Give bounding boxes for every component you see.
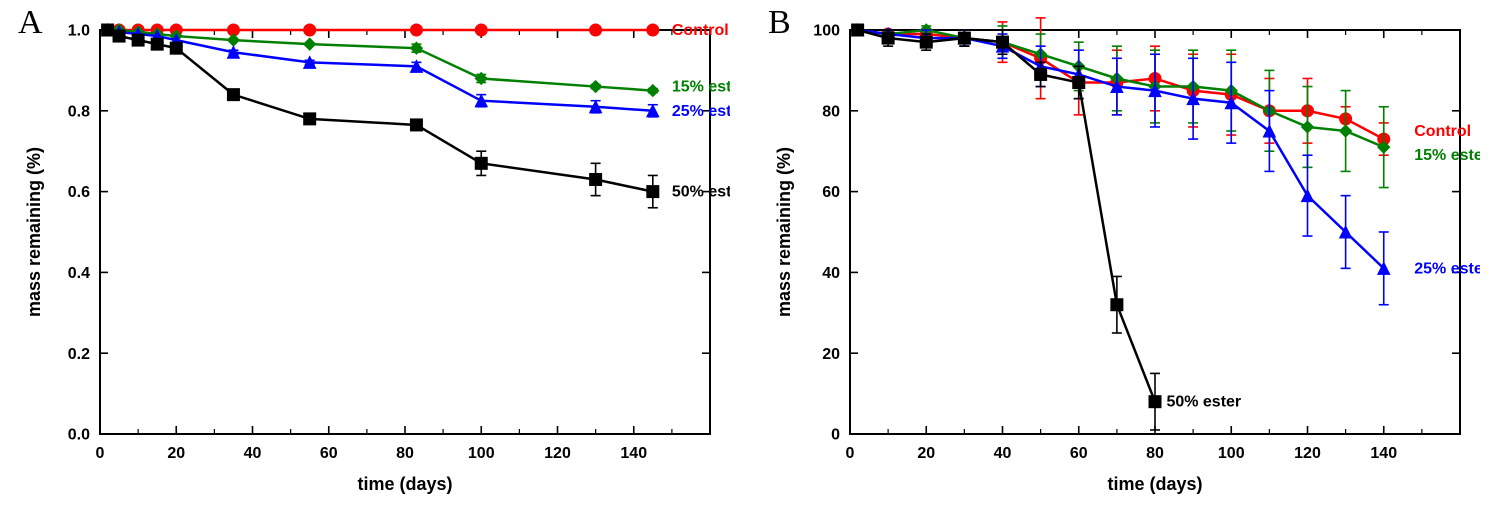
series-label-25%-ester: 25% ester <box>1414 260 1480 277</box>
svg-text:mass remaining (%): mass remaining (%) <box>24 147 44 317</box>
series-label-15%-ester: 15% ester <box>672 79 730 96</box>
svg-text:120: 120 <box>544 445 571 462</box>
svg-text:20: 20 <box>822 346 840 363</box>
svg-text:40: 40 <box>244 445 262 462</box>
panel-a: A 0 20 40 60 80 100 120 140 0.0 0.2 0.4 0.6 0.8 1.0 ti… <box>0 0 750 514</box>
series-25%-ester: 25% ester <box>852 24 1480 305</box>
svg-text:140: 140 <box>1370 445 1397 462</box>
panel-letter-a: A <box>18 4 43 42</box>
series-label-control: Control <box>672 22 729 39</box>
svg-text:60: 60 <box>822 184 840 201</box>
svg-text:140: 140 <box>620 445 647 462</box>
svg-text:80: 80 <box>1146 445 1164 462</box>
series-label-50%-ester: 50% ester <box>1166 394 1241 411</box>
panel-letter-b: B <box>768 4 791 42</box>
figure-container: A 0 20 40 60 80 100 120 140 0.0 0.2 0.4 0.6 0.8 1.0 ti… <box>0 0 1500 514</box>
svg-text:time (days): time (days) <box>1107 474 1202 494</box>
svg-text:0.0: 0.0 <box>68 427 90 444</box>
svg-text:1.0: 1.0 <box>68 23 90 40</box>
svg-text:80: 80 <box>822 103 840 120</box>
svg-text:60: 60 <box>1070 445 1088 462</box>
svg-text:120: 120 <box>1294 445 1321 462</box>
svg-text:60: 60 <box>320 445 338 462</box>
svg-text:0.8: 0.8 <box>68 103 90 120</box>
svg-text:0.4: 0.4 <box>68 265 90 282</box>
series-label-15%-ester: 15% ester <box>1414 147 1480 164</box>
series-15%-ester: 15% ester <box>852 24 1480 188</box>
svg-text:0: 0 <box>96 445 105 462</box>
svg-text:0: 0 <box>831 427 840 444</box>
svg-text:40: 40 <box>994 445 1012 462</box>
chart-a: 0 20 40 60 80 100 120 140 0.0 0.2 0.4 0.6 0.8 1.0 time… <box>10 10 730 504</box>
svg-text:mass remaining (%): mass remaining (%) <box>774 147 794 317</box>
svg-text:40: 40 <box>822 265 840 282</box>
svg-text:20: 20 <box>917 445 935 462</box>
panel-b: B 0 20 40 60 80 100 120 140 0 20 40 60 80 100 time (da… <box>750 0 1500 514</box>
series-label-control: Control <box>1414 123 1471 140</box>
series-label-25%-ester: 25% ester <box>672 103 730 120</box>
svg-text:100: 100 <box>1218 445 1245 462</box>
svg-text:0.6: 0.6 <box>68 184 90 201</box>
svg-text:0.2: 0.2 <box>68 346 90 363</box>
series-50%-ester: 50% ester <box>852 24 1242 430</box>
chart-b: 0 20 40 60 80 100 120 140 0 20 40 60 80 100 time (days… <box>760 10 1480 504</box>
svg-text:20: 20 <box>167 445 185 462</box>
svg-text:100: 100 <box>813 23 840 40</box>
series-label-50%-ester: 50% ester <box>672 184 730 201</box>
svg-text:time (days): time (days) <box>357 474 452 494</box>
svg-text:100: 100 <box>468 445 495 462</box>
svg-text:80: 80 <box>396 445 414 462</box>
svg-text:0: 0 <box>846 445 855 462</box>
